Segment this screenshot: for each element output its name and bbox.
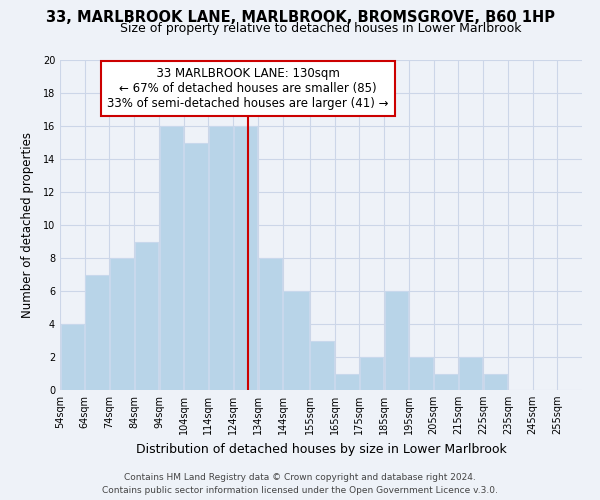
Y-axis label: Number of detached properties: Number of detached properties [22,132,34,318]
Bar [484,374,507,390]
Bar [135,242,158,390]
Text: 33 MARLBROOK LANE: 130sqm  
← 67% of detached houses are smaller (85)
33% of sem: 33 MARLBROOK LANE: 130sqm ← 67% of detac… [107,66,389,110]
Bar [61,324,84,390]
Bar [310,340,334,390]
Text: Contains HM Land Registry data © Crown copyright and database right 2024.
Contai: Contains HM Land Registry data © Crown c… [102,474,498,495]
Bar [335,374,359,390]
Bar [459,357,482,390]
Bar [110,258,134,390]
Bar [234,126,257,390]
Bar [385,291,408,390]
Bar [259,258,282,390]
Bar [360,357,383,390]
Bar [184,142,208,390]
Bar [85,274,109,390]
Bar [409,357,433,390]
Bar [209,126,233,390]
Title: Size of property relative to detached houses in Lower Marlbrook: Size of property relative to detached ho… [120,22,522,35]
Bar [283,291,309,390]
Text: 33, MARLBROOK LANE, MARLBROOK, BROMSGROVE, B60 1HP: 33, MARLBROOK LANE, MARLBROOK, BROMSGROV… [46,10,554,25]
Bar [160,126,183,390]
X-axis label: Distribution of detached houses by size in Lower Marlbrook: Distribution of detached houses by size … [136,442,506,456]
Bar [434,374,458,390]
